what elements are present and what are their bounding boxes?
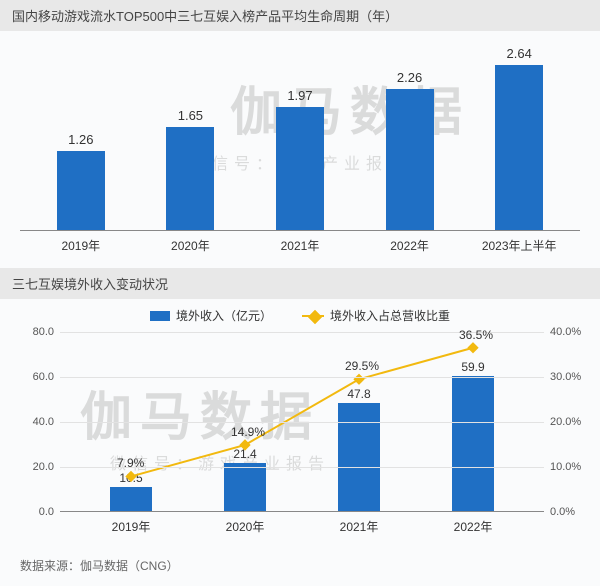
chart2-ytick-left: 80.0 bbox=[33, 326, 60, 338]
chart1-bar: 2.26 bbox=[370, 70, 450, 230]
chart1-bar: 1.65 bbox=[150, 108, 230, 230]
chart1-bar-rect bbox=[276, 107, 324, 230]
chart1-xlabel: 2021年 bbox=[260, 237, 340, 254]
chart2-line-marker bbox=[239, 439, 250, 450]
chart1-title: 国内移动游戏流水TOP500中三七互娱入榜产品平均生命周期（年） bbox=[0, 0, 600, 31]
legend-line-label: 境外收入占总营收比重 bbox=[330, 307, 450, 324]
chart2-line-label: 7.9% bbox=[117, 456, 144, 470]
chart2-line-path bbox=[131, 348, 473, 477]
chart2-xlabels: 2019年 2020年 2021年 2022年 bbox=[20, 512, 580, 535]
chart2-ytick-right: 30.0% bbox=[544, 371, 581, 383]
legend-bar-swatch bbox=[150, 311, 170, 321]
legend-line-swatch bbox=[302, 315, 324, 317]
chart2-line-label: 14.9% bbox=[231, 425, 265, 439]
chart1-bar: 1.97 bbox=[260, 88, 340, 230]
chart1-bar-rect bbox=[57, 151, 105, 230]
data-source: 数据来源：伽马数据（CNG） bbox=[0, 539, 600, 582]
chart2-xlabel: 2019年 bbox=[96, 518, 166, 535]
chart2-title: 三七互娱境外收入变动状况 bbox=[0, 268, 600, 299]
chart2-ytick-right: 0.0% bbox=[544, 506, 575, 518]
chart2-gridline bbox=[60, 377, 544, 378]
chart2-xlabel: 2020年 bbox=[210, 518, 280, 535]
chart1-xlabel: 2022年 bbox=[370, 237, 450, 254]
chart2-line-marker bbox=[353, 374, 364, 385]
chart1-bar-rect bbox=[386, 89, 434, 230]
chart2-area: 境外收入（亿元） 境外收入占总营收比重 10.521.447.859.9 0.0… bbox=[0, 299, 600, 539]
chart1-bar-rect bbox=[495, 65, 543, 230]
chart1-bar-value: 2.64 bbox=[507, 46, 532, 61]
chart1-bar-value: 1.65 bbox=[178, 108, 203, 123]
chart1-bar: 1.26 bbox=[41, 132, 121, 230]
chart2-plot-wrap: 10.521.447.859.9 0.020.040.060.080.00.0%… bbox=[60, 332, 544, 512]
chart2-legend: 境外收入（亿元） 境外收入占总营收比重 bbox=[20, 301, 580, 332]
chart2-ytick-left: 60.0 bbox=[33, 371, 60, 383]
chart2-gridline bbox=[60, 422, 544, 423]
chart2-ytick-right: 20.0% bbox=[544, 416, 581, 428]
chart2-line-marker bbox=[125, 471, 136, 482]
chart1-xlabel: 2019年 bbox=[41, 237, 121, 254]
chart1-area: 1.26 1.65 1.97 2.26 2.64 2019年 2020年 2021年 2022… bbox=[0, 31, 600, 268]
chart2-plot: 10.521.447.859.9 0.020.040.060.080.00.0%… bbox=[60, 332, 544, 512]
chart1-xlabel: 2020年 bbox=[150, 237, 230, 254]
chart1-plot: 1.26 1.65 1.97 2.26 2.64 bbox=[20, 41, 580, 231]
chart1-bar-value: 2.26 bbox=[397, 70, 422, 85]
chart1-bar-rect bbox=[166, 127, 214, 230]
chart2-line-label: 29.5% bbox=[345, 359, 379, 373]
chart2-ytick-left: 20.0 bbox=[33, 461, 60, 473]
chart1-xlabels: 2019年 2020年 2021年 2022年 2023年上半年 bbox=[20, 231, 580, 264]
chart2-ytick-left: 0.0 bbox=[39, 506, 60, 518]
chart1-bar: 2.64 bbox=[479, 46, 559, 230]
chart2-xlabel: 2022年 bbox=[438, 518, 508, 535]
chart2-ytick-right: 10.0% bbox=[544, 461, 581, 473]
legend-line: 境外收入占总营收比重 bbox=[302, 307, 450, 324]
legend-bar: 境外收入（亿元） bbox=[150, 307, 272, 324]
chart2-ytick-right: 40.0% bbox=[544, 326, 581, 338]
chart2-line-marker bbox=[467, 342, 478, 353]
legend-bar-label: 境外收入（亿元） bbox=[176, 307, 272, 324]
chart1-bar-value: 1.97 bbox=[287, 88, 312, 103]
chart1-xlabel: 2023年上半年 bbox=[479, 237, 559, 254]
chart2-line-label: 36.5% bbox=[459, 328, 493, 342]
chart2-ytick-left: 40.0 bbox=[33, 416, 60, 428]
chart2-xlabel: 2021年 bbox=[324, 518, 394, 535]
chart1-bar-value: 1.26 bbox=[68, 132, 93, 147]
